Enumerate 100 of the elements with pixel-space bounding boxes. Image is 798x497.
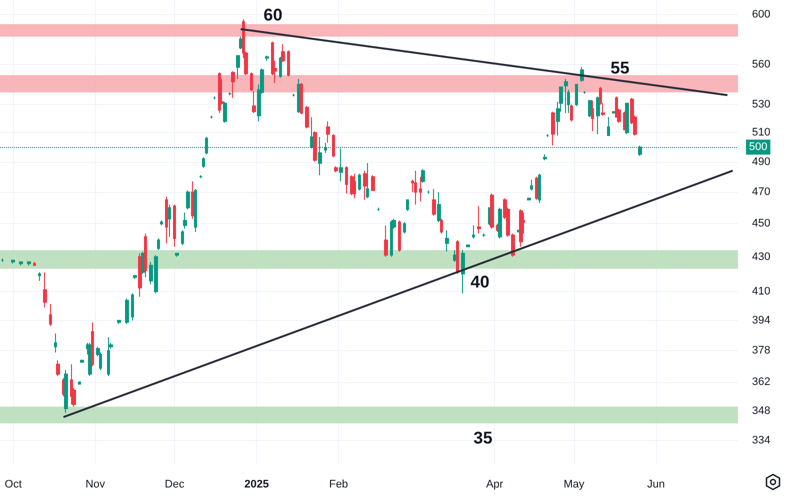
candlestick — [591, 100, 594, 132]
candlestick — [353, 173, 356, 199]
candlestick — [160, 220, 163, 226]
candlestick — [363, 170, 367, 200]
candlestick — [43, 272, 47, 308]
candlestick — [173, 204, 176, 248]
x-tick-label: Jun — [647, 478, 665, 490]
candlestick — [80, 360, 84, 363]
candlestick — [398, 220, 401, 252]
candlestick — [326, 120, 330, 144]
candlestick — [345, 166, 348, 194]
y-tick-label: 510 — [752, 126, 770, 139]
candlestick — [186, 190, 190, 210]
candlestick — [125, 298, 129, 325]
candlestick — [456, 240, 459, 274]
y-tick-label: 362 — [752, 376, 770, 388]
candlestick — [11, 260, 15, 264]
candlestick — [575, 84, 578, 107]
candlestick — [384, 224, 388, 258]
candlestick — [305, 106, 309, 129]
y-tick-label: 530 — [752, 98, 770, 111]
x-tick-label: Oct — [4, 478, 22, 490]
candlestick — [300, 82, 303, 115]
candlestick — [236, 55, 240, 80]
candlestick — [564, 78, 568, 114]
candlestick — [437, 192, 441, 223]
x-tick-label: Nov — [85, 478, 106, 490]
candlestick — [440, 218, 443, 234]
candlestick — [70, 364, 73, 406]
candlestick — [56, 360, 60, 377]
y-tick-label: 470 — [752, 186, 770, 198]
y-tick-label: 560 — [752, 58, 770, 71]
candlestick — [421, 168, 425, 184]
candlestick — [19, 261, 23, 266]
candlestick — [144, 232, 147, 278]
candlestick — [231, 70, 235, 98]
candlestick — [530, 179, 533, 192]
y-tick-label: 410 — [752, 285, 770, 298]
candlestick — [131, 292, 134, 321]
candlestick — [239, 36, 242, 50]
y-tick-label: 334 — [752, 434, 770, 447]
candlestick — [175, 252, 179, 258]
candlestick — [281, 44, 285, 63]
candlestick — [78, 382, 81, 385]
y-tick-label: 450 — [752, 218, 770, 230]
candlestick — [334, 166, 338, 173]
candlestick — [461, 250, 465, 294]
candlestick — [168, 204, 171, 238]
candlestick — [371, 174, 375, 192]
x-tick-label: Dec — [164, 478, 185, 490]
candlestick — [366, 162, 369, 199]
candlestick — [38, 272, 41, 282]
candlestick — [490, 193, 494, 230]
candlestick — [202, 156, 205, 168]
candlestick — [390, 220, 393, 258]
candlestick — [419, 176, 422, 202]
candlestick — [183, 212, 187, 230]
y-tick-label: 394 — [752, 314, 770, 326]
x-tick-label: 2025 — [244, 478, 269, 490]
candlestick — [406, 199, 409, 212]
candlestick — [332, 134, 335, 158]
candlestick — [519, 208, 523, 248]
ref-line-label: 500 — [749, 141, 768, 154]
candlestick — [453, 250, 457, 262]
candlestick — [596, 96, 600, 135]
annotation: 35 — [474, 428, 492, 448]
candlestick — [194, 188, 197, 232]
candlestick — [466, 244, 470, 248]
y-tick-label: 430 — [752, 250, 770, 263]
annotation: 55 — [610, 58, 630, 78]
candlestick — [607, 116, 610, 136]
annotation: 40 — [470, 272, 490, 292]
candlestick — [157, 238, 160, 251]
annotation: 60 — [264, 6, 282, 24]
candlestick — [49, 303, 52, 326]
candlestick — [543, 154, 547, 161]
candlestick — [54, 332, 57, 354]
candlestick — [133, 275, 137, 280]
candlestick — [250, 72, 253, 92]
candlestick — [313, 130, 317, 162]
candlestick — [527, 198, 531, 200]
candlestick — [472, 224, 475, 239]
candlestick — [570, 104, 573, 122]
x-tick-label: Apr — [486, 478, 504, 490]
candlestick — [482, 232, 486, 238]
x-tick-label: May — [564, 478, 585, 490]
candlestick — [445, 230, 449, 252]
candlestick — [27, 261, 31, 266]
candlestick — [64, 370, 68, 414]
candlestick — [414, 170, 417, 206]
candlestick — [218, 72, 221, 114]
candlestick — [181, 230, 184, 246]
candlestick — [223, 101, 227, 124]
candlestick — [107, 336, 110, 377]
candlestick — [252, 90, 256, 114]
candlestick — [199, 174, 203, 179]
candlestick — [538, 173, 541, 204]
candlestick — [551, 111, 555, 146]
x-tick-label: Feb — [329, 478, 348, 490]
candlestick — [498, 207, 502, 239]
